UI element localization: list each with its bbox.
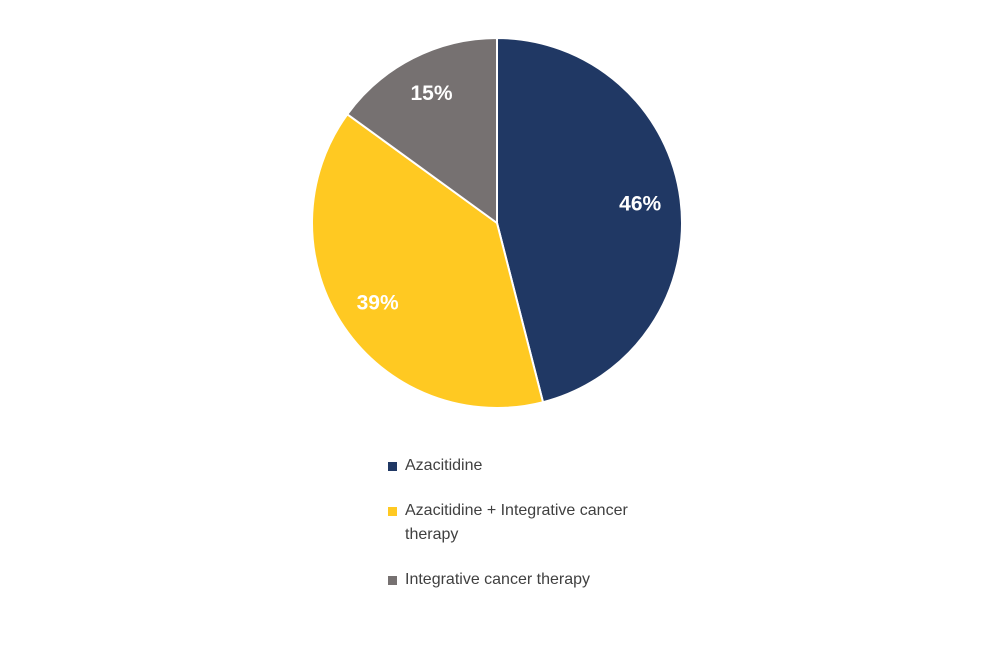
- legend-label: Azacitidine: [405, 457, 483, 474]
- legend-label: Azacitidine + Integrative cancer therapy: [405, 502, 628, 543]
- legend-entry: Azacitidine + Integrative cancer therapy: [388, 499, 628, 547]
- pie-slice: [345, 36, 498, 225]
- legend: Azacitidine Azacitidine + Integrative can…: [388, 454, 628, 613]
- data-label: 15%: [410, 82, 452, 105]
- data-label: 39%: [357, 292, 399, 315]
- legend-swatch: [388, 576, 397, 585]
- legend-swatch: [388, 462, 397, 471]
- pie-slice: [496, 36, 683, 404]
- data-label: 46%: [619, 192, 661, 215]
- legend-label: Integrative cancer therapy: [405, 571, 590, 588]
- legend-entry: Azacitidine: [388, 454, 628, 478]
- legend-entry: Integrative cancer therapy: [388, 568, 628, 592]
- legend-swatch: [388, 507, 397, 516]
- pie-slice: [311, 112, 545, 409]
